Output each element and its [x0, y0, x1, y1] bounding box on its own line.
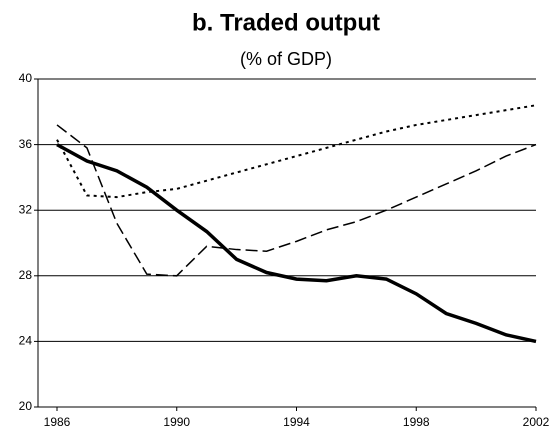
x-tick-label: 1986	[44, 415, 71, 429]
x-tick-label: 1998	[403, 415, 430, 429]
chart-title: b. Traded output	[192, 9, 380, 36]
y-tick-label: 28	[19, 268, 33, 282]
series-line	[56, 104, 537, 199]
y-tick-label: 32	[19, 202, 33, 216]
series-line	[56, 143, 537, 344]
chart-subtitle: (% of GDP)	[240, 49, 332, 69]
x-tick-label: 1990	[163, 415, 190, 429]
series-line	[56, 124, 537, 277]
y-tick-label: 24	[19, 334, 33, 348]
x-tick-label: 1994	[283, 415, 310, 429]
y-tick-label: 36	[19, 137, 33, 151]
y-tick-label: 40	[19, 71, 33, 85]
x-tick-label: 2002	[523, 415, 550, 429]
y-tick-label: 20	[19, 399, 33, 413]
